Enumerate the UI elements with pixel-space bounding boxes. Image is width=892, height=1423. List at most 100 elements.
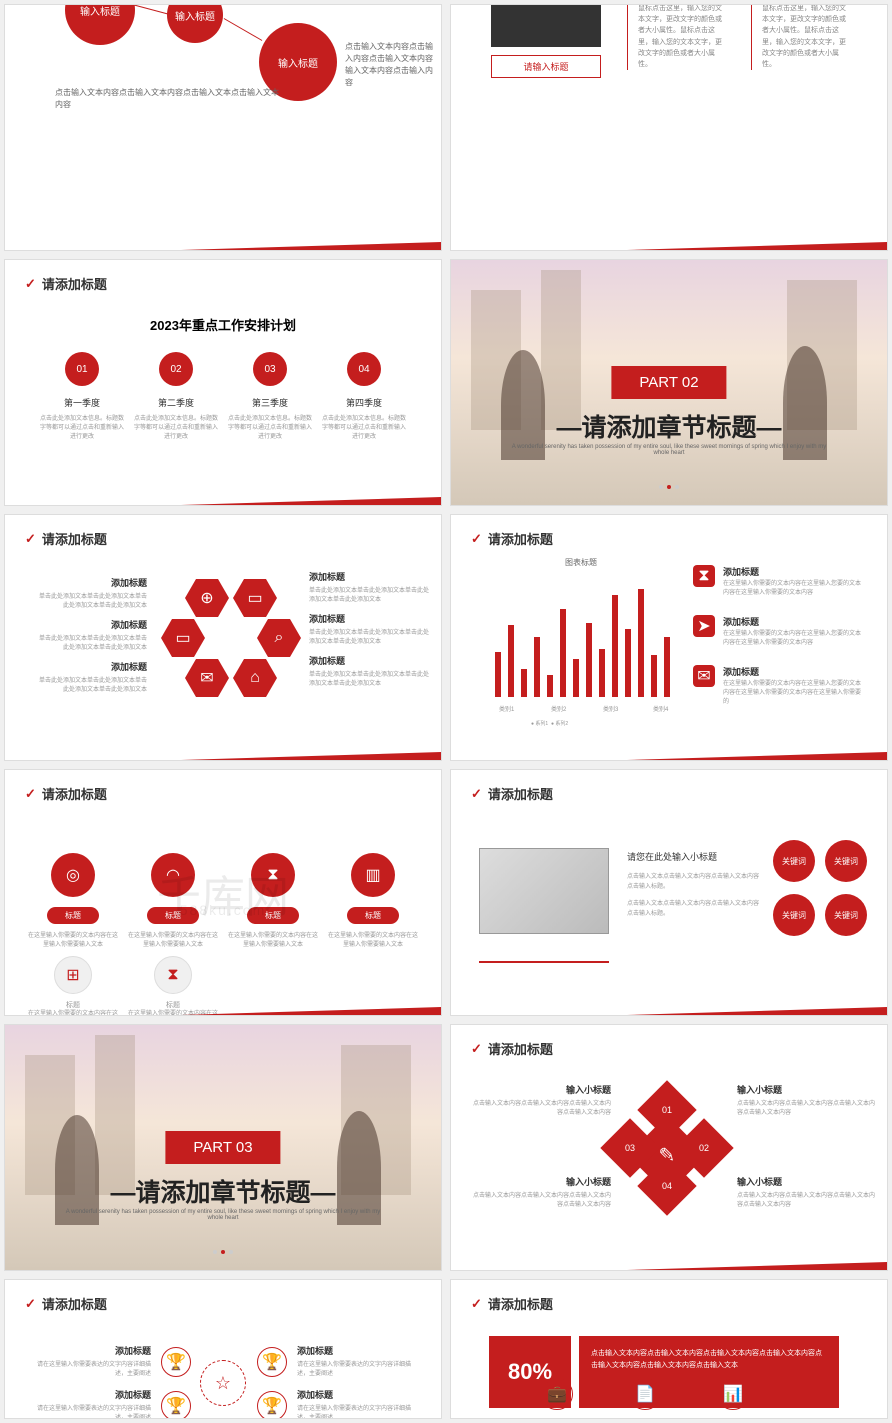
wedge-decoration xyxy=(627,752,887,760)
item-title: 添加标题 xyxy=(35,619,147,633)
title-text: 请添加标题 xyxy=(42,274,107,293)
watermark-sub: 588ku.com xyxy=(180,902,266,918)
hex-id-icon: ▭ xyxy=(161,619,205,657)
building-silhouette xyxy=(541,270,581,430)
connector-line xyxy=(133,4,168,14)
right-item: 添加标题单击此处添加文本单击此处添加文本单击此处添加文本单击此处添加文本 xyxy=(309,613,429,647)
star-item: 🏆添加标题请在这里输入你需要表达的文字内容详细描述，主要阐述 xyxy=(31,1388,191,1419)
item-desc: 在这里输入你需要的文本内容在这里输入你需要输入文本 xyxy=(28,1010,118,1016)
chart-bar xyxy=(586,623,592,697)
slide-header: ✓请添加标题 xyxy=(451,1280,887,1327)
item-title: 添加标题 xyxy=(723,565,863,578)
item-title: 添加标题 xyxy=(309,613,429,627)
item-title: 输入小标题 xyxy=(737,1175,877,1188)
item-title: 添加标题 xyxy=(723,615,863,628)
doc-icon: 📄 xyxy=(629,1378,661,1410)
pagination-dots xyxy=(213,1250,233,1254)
item-title: 添加标题 xyxy=(31,1388,151,1401)
item-desc: 单击此处添加文本单击此处添加文本单击此处添加文本单击此处添加文本 xyxy=(309,671,429,689)
item-desc: 在这里输入你需要的文本内容在这里输入你需要输入文本 xyxy=(228,932,318,950)
quarter-desc: 点击此处添加文本信息。标题数字等都可以通过点击和重新输入进行更改 xyxy=(39,415,125,442)
connector-line xyxy=(224,18,263,41)
quarter-desc: 点击此处添加文本信息。标题数字等都可以通过点击和重新输入进行更改 xyxy=(133,415,219,442)
item-desc: 点击输入文本内容点击输入文本内容点击输入文本内容点击输入文本内容 xyxy=(471,1100,611,1118)
chart-bar xyxy=(651,655,657,697)
person-silhouette xyxy=(783,346,827,460)
item-desc: 请在这里输入你需要表达的文字内容详细描述，主要阐述 xyxy=(297,1361,417,1379)
title-text: 请添加标题 xyxy=(42,784,107,803)
item-title: 添加标题 xyxy=(723,665,863,678)
chart-legend: ● 系列1 ● 系列2 xyxy=(531,720,568,727)
section-title: —请添加章节标题— xyxy=(556,408,781,444)
item-title: 添加标题 xyxy=(309,655,429,669)
item-desc: 点击输入文本内容点击输入文本内容点击输入文本内容点击输入文本内容 xyxy=(737,1192,877,1210)
item-desc: 单击此处添加文本单击此处添加文本单击此处添加文本单击此处添加文本 xyxy=(35,635,147,653)
corner-text: 输入小标题点击输入文本内容点击输入文本内容点击输入文本内容点击输入文本内容 xyxy=(471,1083,611,1118)
icon-row: 💼 📄 📊 xyxy=(541,1378,749,1410)
check-icon: ✓ xyxy=(25,786,36,802)
laptop-image xyxy=(479,848,609,934)
mail-icon: ✉ xyxy=(693,665,715,687)
circle-item: ◎标题在这里输入你需要的文本内容在这里输入你需要输入文本⊞标题在这里输入你需要的… xyxy=(28,853,118,1016)
item-desc: 单击此处添加文本单击此处添加文本单击此处添加文本单击此处添加文本 xyxy=(309,587,429,605)
keyword-bubble: 关键词 xyxy=(825,894,867,936)
check-icon: ✓ xyxy=(471,531,482,547)
right-item: 添加标题单击此处添加文本单击此处添加文本单击此处添加文本单击此处添加文本 xyxy=(309,571,429,605)
item-desc: 单击此处添加文本单击此处添加文本单击此处添加文本单击此处添加文本 xyxy=(309,629,429,647)
hourglass-icon: ⧗ xyxy=(693,565,715,587)
hex-globe-icon: ⊕ xyxy=(185,579,229,617)
paragraph: 点击输入文本点击输入文本内容点击输入文本内容点击输入标题。 xyxy=(627,900,761,919)
trophy-icon: 🏆 xyxy=(257,1391,287,1420)
check-icon: ✓ xyxy=(25,531,36,547)
bar-chart: 图表标题 类别1 类别2 类别3 类别4 ● 系列1 ● 系列2 xyxy=(481,571,681,721)
x-label: 类别2 xyxy=(551,704,566,713)
item-title: 添加标题 xyxy=(35,661,147,675)
title-text: 请添加标题 xyxy=(488,1294,553,1313)
wedge-decoration xyxy=(181,497,441,505)
section-subtitle: A wonderful serenity has taken possessio… xyxy=(63,1209,383,1221)
chart-annotation: ⧗添加标题在这里输入你需要的文本内容在这里输入您要的文本内容在这里输入你需要的文… xyxy=(693,565,863,598)
chart-bar xyxy=(508,625,514,697)
timeline-item: 04第四季度点击此处添加文本信息。标题数字等都可以通过点击和重新输入进行更改 xyxy=(321,352,407,442)
keyword-bubble: 关键词 xyxy=(825,840,867,882)
section-subtitle: A wonderful serenity has taken possessio… xyxy=(509,444,829,456)
chart-bar xyxy=(560,609,566,697)
item-title: 输入小标题 xyxy=(471,1083,611,1096)
circle-row: ◎标题在这里输入你需要的文本内容在这里输入你需要输入文本⊞标题在这里输入你需要的… xyxy=(5,853,441,1016)
slide-circles: 输入标题 输入标题 输入标题 点击输入文本内容点击输入内容点击输入文本内容输入文… xyxy=(4,4,442,251)
item-desc: 在这里输入你需要的文本内容在这里输入你需要输入文本 xyxy=(128,932,218,950)
item-desc: 请在这里输入你需要表达的文字内容详细描述，主要阐述 xyxy=(297,1405,417,1419)
chart-bar xyxy=(547,675,553,697)
section-divider-2: PART 02 —请添加章节标题— A wonderful serenity h… xyxy=(450,259,888,506)
title-button[interactable]: 请输入标题 xyxy=(491,55,601,78)
title-text: 请添加标题 xyxy=(42,1294,107,1313)
item-desc: 请在这里输入你需要表达的文字内容详细描述，主要阐述 xyxy=(31,1361,151,1379)
item-desc: 单击此处添加文本单击此处添加文本单击此处添加文本单击此处添加文本 xyxy=(35,677,147,695)
slide-star: ✓请添加标题 ☆ 🏆添加标题请在这里输入你需要表达的文字内容详细描述，主要阐述 … xyxy=(4,1279,442,1419)
timeline-item: 01第一季度点击此处添加文本信息。标题数字等都可以通过点击和重新输入进行更改 xyxy=(39,352,125,442)
hex-mail-icon: ✉ xyxy=(185,659,229,697)
chart-title: 图表标题 xyxy=(481,557,681,568)
diamond-1: 01 xyxy=(637,1080,696,1139)
hex-home-icon: ⌂ xyxy=(233,659,277,697)
circle-1: 输入标题 xyxy=(65,4,135,45)
check-icon: ✓ xyxy=(471,1041,482,1057)
chart-bar xyxy=(573,659,579,697)
left-item: 添加标题单击此处添加文本单击此处添加文本单击此处添加文本单击此处添加文本 xyxy=(35,577,147,611)
chart-bar xyxy=(612,595,618,697)
star-icon: ☆ xyxy=(200,1360,246,1406)
column-2: 鼠标点击这里，输入您的文本文字，更改文字的颜色或者大小属性。鼠标点击这里，输入您… xyxy=(751,4,851,70)
item-desc: 在这里输入你需要的文本内容在这里输入您要的文本内容在这里输入你需要的文本内容在这… xyxy=(723,680,863,707)
corner-text: 输入小标题点击输入文本内容点击输入文本内容点击输入文本内容点击输入文本内容 xyxy=(737,1083,877,1118)
star-item: 🏆添加标题请在这里输入你需要表达的文字内容详细描述，主要阐述 xyxy=(257,1388,417,1419)
hourglass-icon: ⧗ xyxy=(154,956,192,994)
item-title: 添加标题 xyxy=(309,571,429,585)
item-title: 输入小标题 xyxy=(737,1083,877,1096)
right-item: 添加标题单击此处添加文本单击此处添加文本单击此处添加文本单击此处添加文本 xyxy=(309,655,429,689)
wedge-decoration xyxy=(181,752,441,760)
part-badge: PART 02 xyxy=(611,366,726,399)
keyword-bubble: 关键词 xyxy=(773,840,815,882)
x-label: 类别4 xyxy=(653,704,668,713)
bag-icon: 💼 xyxy=(541,1378,573,1410)
slide-bar-chart: ✓请添加标题 图表标题 类别1 类别2 类别3 类别4 ● 系列1 ● 系列2 … xyxy=(450,514,888,761)
